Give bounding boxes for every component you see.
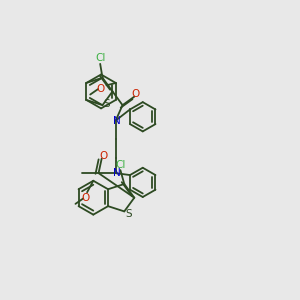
Text: N: N [112,116,120,126]
Text: S: S [126,209,132,219]
Text: S: S [104,99,110,110]
Text: O: O [81,194,90,203]
Text: O: O [131,88,139,99]
Text: Cl: Cl [95,53,105,64]
Text: O: O [100,151,108,161]
Text: Cl: Cl [115,160,126,170]
Text: O: O [96,84,104,94]
Text: N: N [112,168,120,178]
